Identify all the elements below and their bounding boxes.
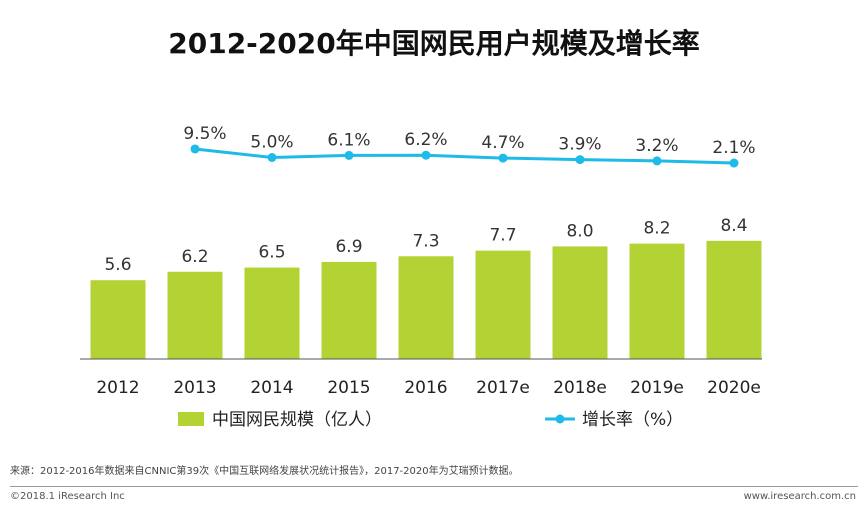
bar [629,243,685,359]
line-point [575,155,585,165]
footer-divider [10,486,858,487]
bar-label: 5.6 [104,255,131,275]
x-tick-label: 2014 [250,378,293,398]
line-label: 3.2% [635,136,678,156]
copyright: ©2018.1 iResearch Inc [10,491,125,502]
legend-bar-swatch [178,412,204,426]
bar-label: 8.0 [566,221,593,241]
line-point [652,156,662,166]
line-label: 9.5% [183,124,226,144]
x-tick-label: 2016 [404,378,447,398]
bar-label: 7.3 [412,231,439,251]
bar [475,250,531,359]
x-tick-label: 2020e [707,378,761,398]
line-point [421,150,431,160]
line-label: 3.9% [558,135,601,155]
x-tick-label: 2012 [96,378,139,398]
bar [552,246,608,359]
legend-line-marker [555,414,565,424]
legend-bar-label: 中国网民规模（亿人） [212,410,382,430]
bar [244,267,300,359]
x-tick-label: 2018e [553,378,607,398]
line-label: 6.2% [404,130,447,150]
bar-label: 6.2 [181,247,208,267]
x-tick-label: 2015 [327,378,370,398]
bar [321,261,377,359]
line-point [729,158,739,168]
bar [706,240,762,359]
line-point [190,144,200,154]
legend-line-label: 增长率（%） [582,410,683,430]
bar-label: 8.2 [643,219,670,239]
line-label: 6.1% [327,130,370,150]
line-point [498,153,508,163]
bar-label: 7.7 [489,226,516,246]
line-label: 4.7% [481,133,524,153]
bar [398,256,454,359]
x-tick-label: 2013 [173,378,216,398]
bar [90,280,146,359]
bar-label: 6.9 [335,237,362,257]
line-label: 5.0% [250,133,293,153]
source-note: 来源：2012-2016年数据来自CNNIC第39次《中国互联网络发展状况统计报… [10,466,519,477]
growth-line [194,147,735,165]
line-point [267,153,277,162]
bar-label: 6.5 [258,243,285,263]
website-link[interactable]: www.iresearch.com.cn [743,491,856,502]
x-tick-label: 2017e [476,378,530,398]
bar [167,271,223,359]
x-tick-label: 2019e [630,378,684,398]
line-label: 2.1% [712,138,755,158]
line-point [344,150,354,160]
bar-label: 8.4 [720,216,747,236]
chart-title: 2012-2020年中国网民用户规模及增长率 [168,27,700,60]
